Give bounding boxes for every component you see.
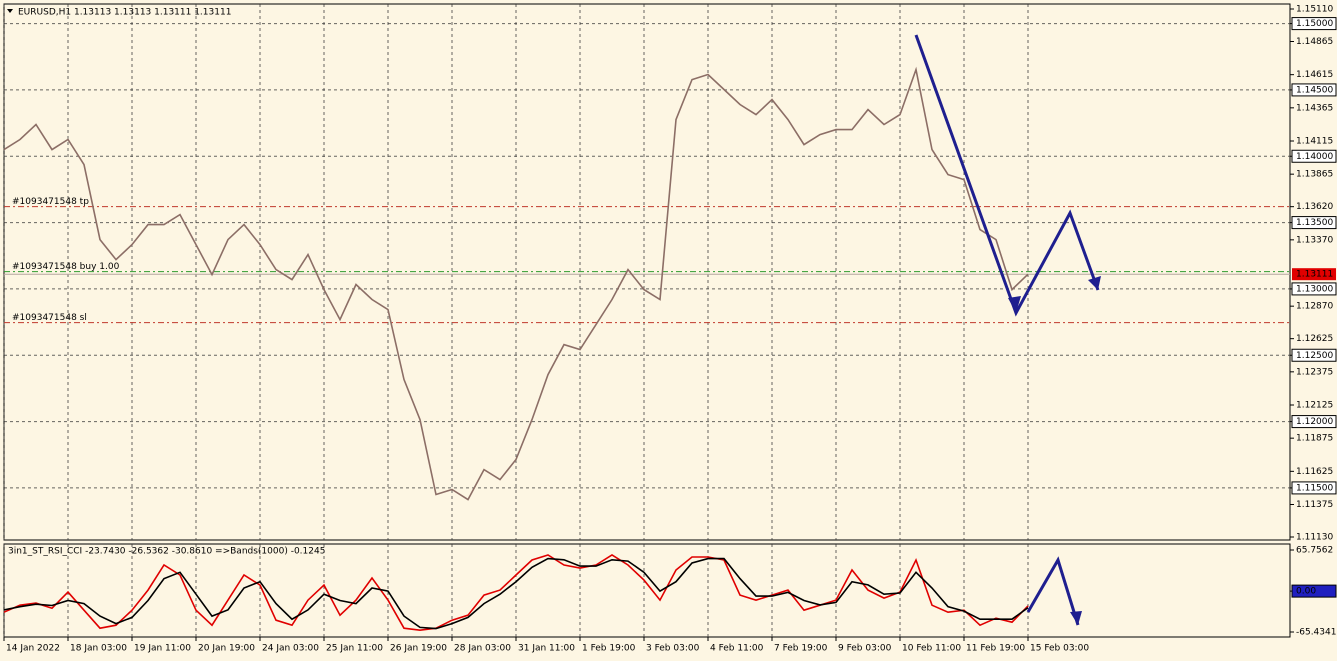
y-tick-box (1291, 83, 1337, 97)
x-tick-label: 4 Feb 11:00 (710, 644, 764, 654)
order-label: #1093471548 sl (12, 313, 87, 323)
order-label: #1093471548 tp (12, 197, 89, 207)
arrow-head (1008, 296, 1021, 313)
x-tick-label: 26 Jan 19:00 (390, 644, 447, 654)
y-tick-box (1291, 415, 1337, 429)
x-tick-label: 24 Jan 03:00 (262, 644, 319, 654)
x-tick-label: 3 Feb 03:00 (646, 644, 700, 654)
y-tick-label: 1.11875 (1296, 434, 1333, 444)
x-tick-label: 18 Jan 03:00 (70, 644, 127, 654)
y-tick-label: 1.13500 (1296, 218, 1333, 228)
chart-title: EURUSD,H1 1.13113 1.13113 1.13111 1.1311… (18, 8, 231, 18)
y-tick-box (1291, 348, 1337, 362)
y-tick-box (1291, 149, 1337, 163)
x-tick-label: 31 Jan 11:00 (518, 644, 575, 654)
series-line (3, 66, 1029, 501)
series-line (3, 557, 1029, 630)
last-price-box (1292, 268, 1336, 281)
x-tick-label: 9 Feb 03:00 (838, 644, 892, 654)
y-tick-box (1291, 282, 1337, 296)
y-tick-label: 1.13000 (1296, 284, 1333, 294)
y-tick-box (1291, 17, 1337, 31)
y-tick-label: 1.14115 (1296, 137, 1333, 147)
y-tick-label: 1.12870 (1296, 302, 1333, 312)
arrow-path (1026, 556, 1080, 626)
y-tick-box (1291, 216, 1337, 230)
y-tick-box (1291, 584, 1337, 598)
x-tick-label: 11 Feb 19:00 (966, 644, 1025, 654)
x-tick-label: 10 Feb 11:00 (902, 644, 961, 654)
x-tick-label: 14 Jan 2022 (6, 644, 60, 654)
x-tick-label: 20 Jan 19:00 (198, 644, 255, 654)
y-tick-label: 1.12125 (1296, 401, 1333, 411)
y-tick-label: 65.7562 (1296, 546, 1333, 556)
drawn-arrows (914, 34, 1100, 626)
y-tick-label: 1.12625 (1296, 334, 1333, 344)
arrow-path (914, 34, 1100, 317)
y-tick-label: 1.13620 (1296, 202, 1333, 212)
y-tick-label: 1.12500 (1296, 351, 1333, 361)
x-tick-label: 25 Jan 11:00 (326, 644, 383, 654)
y-tick-label: 1.14365 (1296, 103, 1333, 113)
y-tick-label: 1.12375 (1296, 367, 1333, 377)
y-tick-label: 1.12000 (1296, 417, 1333, 427)
order-label: #1093471548 buy 1.00 (12, 262, 120, 272)
y-tick-label: 1.14865 (1296, 37, 1333, 47)
y-tick-label: 1.11375 (1296, 500, 1333, 510)
y-tick-label: -65.4341 (1296, 628, 1336, 638)
y-tick-label: 1.11500 (1296, 483, 1333, 493)
x-tick-label: 19 Jan 11:00 (134, 644, 191, 654)
menu-arrow[interactable] (7, 9, 13, 13)
x-tick-label: 7 Feb 19:00 (774, 644, 828, 654)
arrow-head (1070, 611, 1082, 625)
y-tick-label: 1.14615 (1296, 70, 1333, 80)
y-tick-label: 1.13370 (1296, 235, 1333, 245)
y-tick-label: 0.00 (1296, 587, 1316, 597)
last-price-label: 1.13111 (1296, 270, 1333, 280)
arrow-heads (1008, 276, 1101, 625)
y-tick-label: 1.13865 (1296, 170, 1333, 180)
y-tick-label: 1.15000 (1296, 19, 1333, 29)
y-tick-label: 1.14500 (1296, 85, 1333, 95)
y-tick-box (1291, 481, 1337, 495)
y-tick-label: 1.11130 (1296, 533, 1333, 543)
indicator-title: 3in1_ST_RSI_CCI -23.7430 -26.5362 -30.86… (8, 547, 325, 557)
y-tick-label: 1.11625 (1296, 467, 1333, 477)
x-tick-label: 1 Feb 19:00 (582, 644, 636, 654)
y-tick-label: 1.15110 (1296, 5, 1333, 15)
y-tick-label: 1.14000 (1296, 152, 1333, 162)
indicator-pane (3, 543, 1291, 638)
x-tick-label: 15 Feb 03:00 (1030, 644, 1089, 654)
series-line (3, 554, 1029, 632)
arrow-head (1088, 276, 1101, 290)
x-tick-label: 28 Jan 03:00 (454, 644, 511, 654)
